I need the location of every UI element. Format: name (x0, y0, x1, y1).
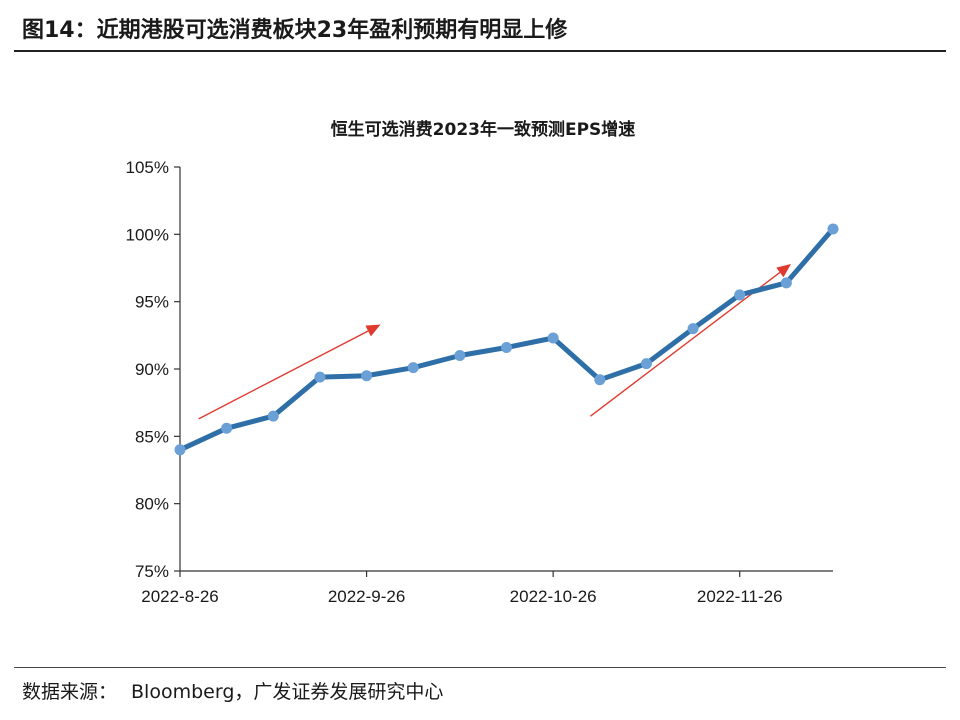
data-point (454, 350, 466, 362)
x-axis: 2022-8-26 2022-9-26 2022-10-26 2022-11-26 (141, 570, 833, 606)
y-tick-label: 95% (135, 293, 169, 312)
trend-arrow-head (776, 263, 792, 278)
data-point (594, 374, 606, 386)
trend-arrow-line (590, 271, 781, 417)
x-tick-label: 2022-8-26 (141, 587, 219, 606)
data-point (780, 277, 792, 289)
x-tick-label: 2022-10-26 (510, 587, 597, 606)
line-chart: 恒生可选消费2023年一致预测EPS增速 75% 80% 85% 90% 95% 100%… (126, 119, 839, 606)
data-point (361, 370, 373, 382)
data-point (267, 410, 279, 422)
y-tick-label: 75% (135, 562, 169, 581)
data-point (687, 323, 699, 335)
y-tick-label: 85% (135, 427, 169, 446)
source-text: Bloomberg，广发证券发展研究中心 (131, 681, 444, 703)
data-point (827, 223, 839, 235)
title-rule (14, 50, 946, 52)
data-point (407, 362, 419, 374)
y-tick-label: 105% (126, 158, 169, 177)
series-layer (174, 223, 839, 456)
y-tick-label: 90% (135, 360, 169, 379)
data-point (640, 358, 652, 370)
data-point (501, 341, 512, 353)
trend-arrow-line (198, 330, 369, 420)
trend-arrow-head (365, 324, 381, 337)
figure-title: 图14：近期港股可选消费板块23年盈利预期有明显上修 (22, 18, 568, 43)
y-tick-label: 100% (126, 225, 169, 244)
data-point (314, 371, 326, 383)
source-rule (14, 667, 946, 668)
source-label: 数据来源： (22, 681, 118, 703)
x-tick-label: 2022-11-26 (697, 587, 783, 606)
data-point (547, 332, 559, 344)
data-point (734, 289, 746, 301)
data-point (221, 422, 233, 434)
trend-arrows (198, 263, 792, 420)
x-tick-label: 2022-9-26 (328, 587, 406, 606)
y-tick-label: 80% (135, 495, 169, 514)
chart-title: 恒生可选消费2023年一致预测EPS增速 (331, 119, 636, 140)
y-axis: 75% 80% 85% 90% 95% 100% 105% (126, 158, 181, 581)
data-point (174, 444, 186, 456)
source-note: 数据来源： Bloomberg，广发证券发展研究中心 (22, 677, 443, 704)
